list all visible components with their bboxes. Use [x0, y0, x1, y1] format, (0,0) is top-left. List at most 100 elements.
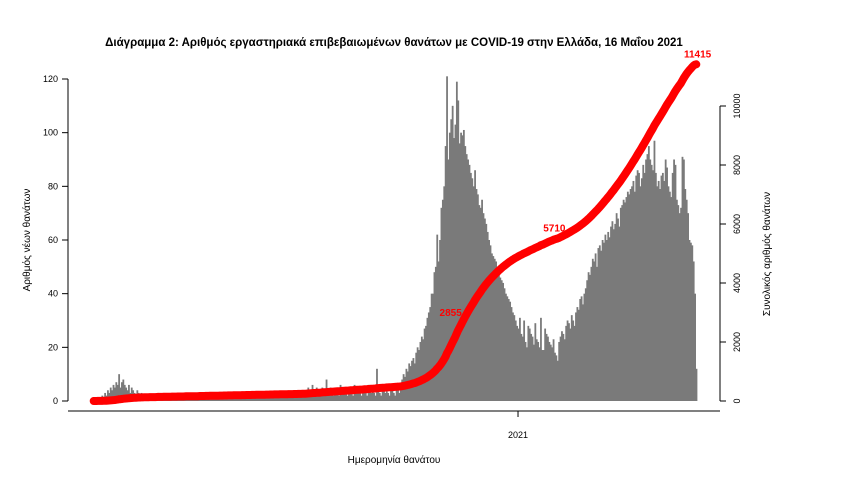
bar: [385, 387, 388, 401]
bar: [597, 248, 600, 401]
bar: [444, 146, 447, 401]
bar: [415, 352, 418, 401]
bar: [650, 164, 653, 401]
bar: [558, 341, 561, 401]
bar: [596, 266, 598, 401]
bar: [611, 221, 614, 401]
bar: [610, 226, 612, 401]
bar: [490, 253, 493, 401]
bar: [594, 253, 597, 401]
bar: [635, 175, 638, 401]
bar: [399, 387, 402, 401]
bar: [572, 320, 575, 401]
bar: [427, 312, 430, 401]
bar: [392, 392, 395, 401]
bar: [654, 172, 657, 401]
bar: [566, 320, 569, 401]
bar: [628, 194, 631, 401]
bar: [590, 266, 593, 401]
bar: [632, 180, 635, 401]
bar: [618, 226, 621, 401]
bar: [537, 341, 540, 401]
bar: [621, 205, 624, 401]
bar: [608, 237, 611, 401]
bar: [492, 256, 495, 401]
y-axis-label: Αριθμός νέων θανάτων: [21, 189, 33, 292]
bar: [468, 164, 471, 401]
bar: [601, 240, 604, 401]
bar: [373, 392, 376, 401]
bar: [692, 261, 695, 401]
bar: [573, 325, 576, 401]
bar: [441, 199, 444, 401]
bar: [579, 299, 582, 401]
bar: [503, 288, 506, 401]
bar: [640, 178, 643, 401]
cumulative-annotation: 2855: [440, 308, 463, 319]
x-tick-label: 2021: [508, 430, 528, 440]
bars-group: [93, 76, 698, 402]
bar: [474, 170, 476, 401]
bar: [586, 280, 589, 401]
bar: [350, 392, 353, 401]
bar: [439, 240, 441, 401]
bar: [643, 172, 646, 401]
bar: [472, 186, 475, 401]
bar: [398, 392, 401, 401]
bar: [519, 317, 521, 401]
bar: [625, 197, 628, 401]
bar: [664, 159, 667, 401]
bar: [115, 382, 118, 401]
bar: [629, 189, 632, 401]
bar: [342, 392, 345, 401]
bar: [593, 261, 596, 401]
bar: [576, 307, 579, 401]
bar: [513, 315, 516, 401]
bar: [420, 336, 423, 401]
bar: [485, 223, 488, 401]
cumulative-line: [89, 60, 701, 405]
bar: [568, 323, 570, 401]
bar: [390, 390, 392, 401]
bar: [383, 390, 385, 401]
bar: [563, 339, 566, 401]
y-tick-label: 0: [53, 396, 58, 406]
x-axis-label: Ημερομηνία θανάτου: [348, 454, 441, 466]
bar: [328, 392, 331, 401]
bar: [397, 390, 399, 401]
bar: [653, 140, 656, 401]
bar: [460, 132, 462, 401]
bar: [430, 293, 433, 401]
bar: [526, 347, 528, 401]
bar: [523, 320, 526, 401]
bar: [691, 245, 694, 401]
bar: [446, 76, 448, 402]
bar: [603, 242, 605, 401]
bar: [461, 135, 464, 401]
bar: [478, 205, 481, 401]
bar: [528, 328, 531, 401]
bar: [507, 299, 510, 401]
bar: [555, 355, 558, 401]
bar: [570, 315, 573, 401]
bar: [524, 341, 527, 401]
bar: [418, 350, 420, 401]
bar: [488, 240, 490, 401]
bar: [498, 272, 500, 401]
bar: [443, 186, 446, 401]
bar: [434, 266, 437, 401]
bar: [677, 205, 680, 401]
bar: [122, 379, 125, 401]
bar: [125, 387, 128, 401]
bar: [598, 245, 601, 401]
y2-tick-label: 4000: [732, 273, 742, 293]
bar: [440, 207, 443, 401]
bar: [464, 146, 467, 401]
bar: [116, 384, 119, 401]
bar: [362, 390, 364, 401]
bar: [649, 159, 652, 401]
bar: [565, 325, 568, 401]
bar: [685, 199, 688, 401]
bar: [512, 312, 514, 401]
